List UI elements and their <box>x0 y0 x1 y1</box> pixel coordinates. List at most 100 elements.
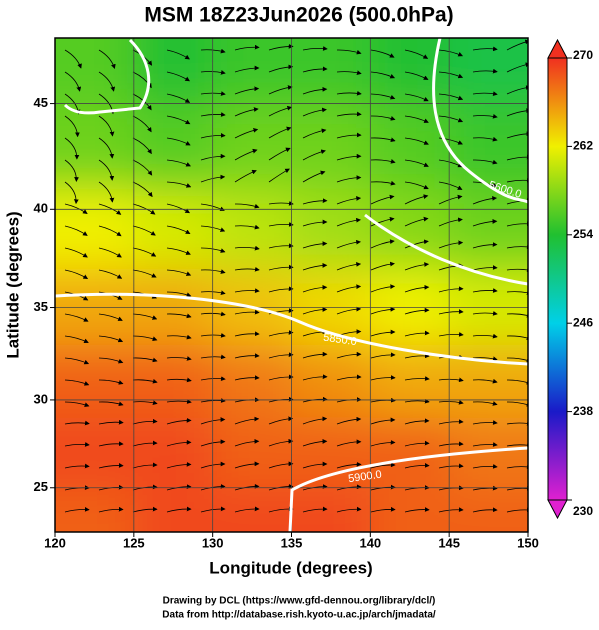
streamline <box>472 420 498 425</box>
streamline <box>472 464 498 469</box>
streamline <box>438 507 464 513</box>
streamline <box>98 115 115 137</box>
y-axis-label: Latitude (degrees) <box>3 211 22 358</box>
streamline <box>302 86 328 95</box>
streamline <box>166 291 192 297</box>
streamline <box>506 357 528 363</box>
colorbar-extend <box>547 499 568 520</box>
field-cell <box>55 103 135 190</box>
streamline <box>336 239 361 249</box>
streamline <box>64 335 89 343</box>
field-cell <box>55 38 135 105</box>
streamline <box>404 398 430 404</box>
streamline <box>404 462 430 469</box>
streamline <box>302 219 328 227</box>
streamline <box>302 307 328 315</box>
contour-line <box>288 446 528 532</box>
streamline <box>472 219 498 227</box>
streamline <box>336 351 362 359</box>
streamline <box>132 181 153 198</box>
streamline <box>64 71 82 92</box>
streamline <box>336 284 362 293</box>
streamline <box>132 462 158 469</box>
streamline <box>404 93 429 102</box>
streamline <box>472 288 498 293</box>
streamline <box>166 356 192 361</box>
streamline <box>234 127 259 139</box>
streamline <box>302 506 328 513</box>
streamline <box>336 90 362 96</box>
streamline <box>268 352 294 359</box>
streamline <box>98 401 124 407</box>
streamline <box>472 310 498 316</box>
streamline <box>404 115 429 123</box>
streamline <box>404 181 429 190</box>
colorbar <box>547 38 572 520</box>
streamline <box>166 399 192 404</box>
contour-line <box>63 38 151 115</box>
streamline <box>132 313 158 320</box>
field-cell <box>212 188 293 271</box>
streamline <box>370 417 396 425</box>
streamline <box>64 507 90 513</box>
streamline <box>370 71 396 79</box>
contour-line <box>432 38 528 204</box>
streamline <box>404 307 430 315</box>
streamline <box>98 49 116 70</box>
streamline <box>336 506 362 513</box>
streamline <box>404 507 430 513</box>
streamline <box>472 91 498 96</box>
streamline <box>404 284 430 293</box>
field-cell <box>212 345 293 419</box>
streamline <box>438 194 463 205</box>
streamline <box>404 49 429 59</box>
streamline <box>98 506 124 513</box>
streamline <box>506 464 528 470</box>
streamline <box>370 375 396 381</box>
streamline <box>64 463 90 469</box>
field-cell <box>212 103 293 190</box>
streamline <box>132 71 152 89</box>
streamline <box>64 247 88 258</box>
streamline <box>166 115 191 125</box>
streamline <box>234 224 260 230</box>
streamline <box>336 439 362 447</box>
streamline <box>404 376 430 381</box>
streamline <box>98 203 122 215</box>
streamlines <box>64 39 528 513</box>
streamline <box>64 225 88 236</box>
streamline <box>370 352 396 359</box>
streamline <box>132 418 158 425</box>
streamline <box>132 247 157 257</box>
streamline <box>404 418 430 425</box>
streamline <box>472 136 498 142</box>
streamline <box>234 107 259 117</box>
streamline <box>404 194 429 205</box>
streamline <box>268 64 294 73</box>
streamline <box>234 331 260 337</box>
streamline <box>64 420 90 426</box>
streamline <box>166 334 192 340</box>
streamline <box>64 49 82 69</box>
streamline <box>64 181 79 205</box>
streamline <box>472 242 498 249</box>
streamline <box>268 222 294 227</box>
field-cell <box>133 345 214 419</box>
streamline <box>506 108 528 117</box>
streamline <box>234 375 260 381</box>
x-tick-label: 130 <box>202 535 224 550</box>
streamline <box>132 269 157 278</box>
streamline <box>64 159 79 182</box>
streamline <box>98 335 124 343</box>
field-cell <box>370 417 451 489</box>
x-tick-label: 145 <box>438 535 460 550</box>
streamline <box>472 159 498 165</box>
streamline <box>472 46 498 52</box>
streamline <box>234 353 260 359</box>
streamline <box>268 85 293 95</box>
streamline <box>438 217 463 227</box>
streamline <box>336 217 361 227</box>
streamline <box>166 461 192 469</box>
streamline <box>268 483 294 491</box>
